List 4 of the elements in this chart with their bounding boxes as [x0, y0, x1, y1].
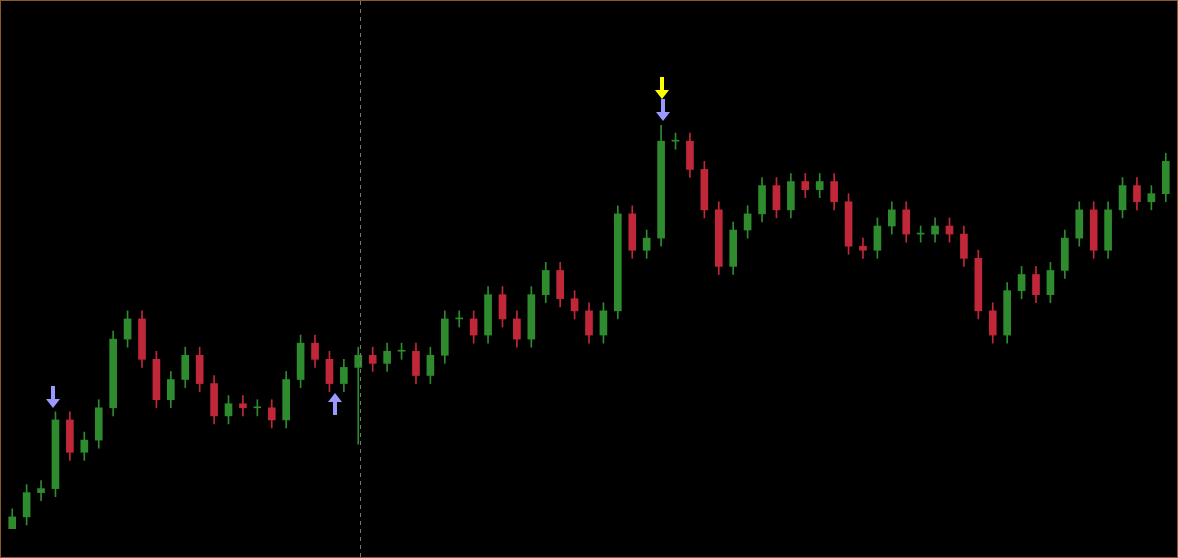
candlestick: [37, 480, 45, 502]
candlestick: [239, 395, 247, 417]
candlestick: [859, 237, 867, 259]
candlestick: [354, 346, 363, 445]
